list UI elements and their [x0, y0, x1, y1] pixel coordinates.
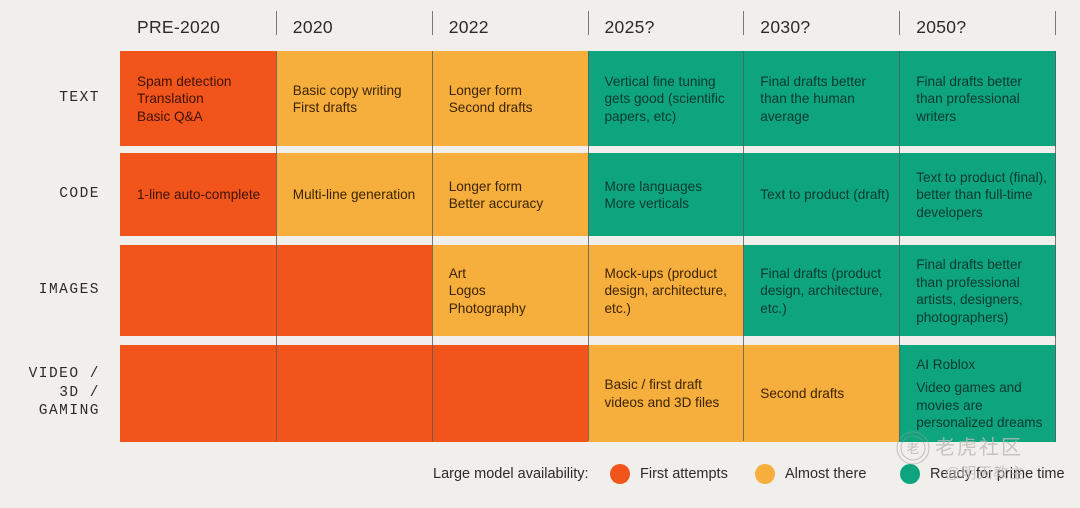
svg-text:老: 老 [906, 441, 919, 456]
